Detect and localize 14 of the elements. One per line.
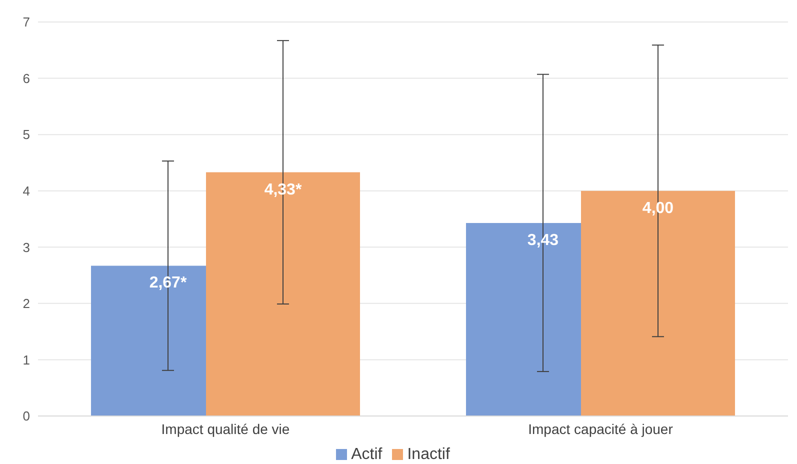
y-tick-label: 3 (22, 240, 30, 255)
y-tick-label: 2 (22, 296, 30, 312)
x-tick-label: Impact capacité à jouer (528, 420, 674, 437)
legend-label: Inactif (407, 446, 450, 463)
y-tick-label: 6 (22, 70, 30, 86)
y-tick-label: 7 (22, 14, 30, 30)
y-tick-label: 1 (22, 352, 30, 368)
y-tick-label: 5 (22, 127, 30, 142)
y-tick-label: 0 (22, 408, 30, 424)
bar (206, 172, 360, 416)
bar (581, 190, 735, 416)
legend-label: Actif (351, 446, 382, 463)
y-tick-label: 4 (22, 183, 30, 198)
x-tick-label: Impact qualité de vie (161, 420, 290, 437)
